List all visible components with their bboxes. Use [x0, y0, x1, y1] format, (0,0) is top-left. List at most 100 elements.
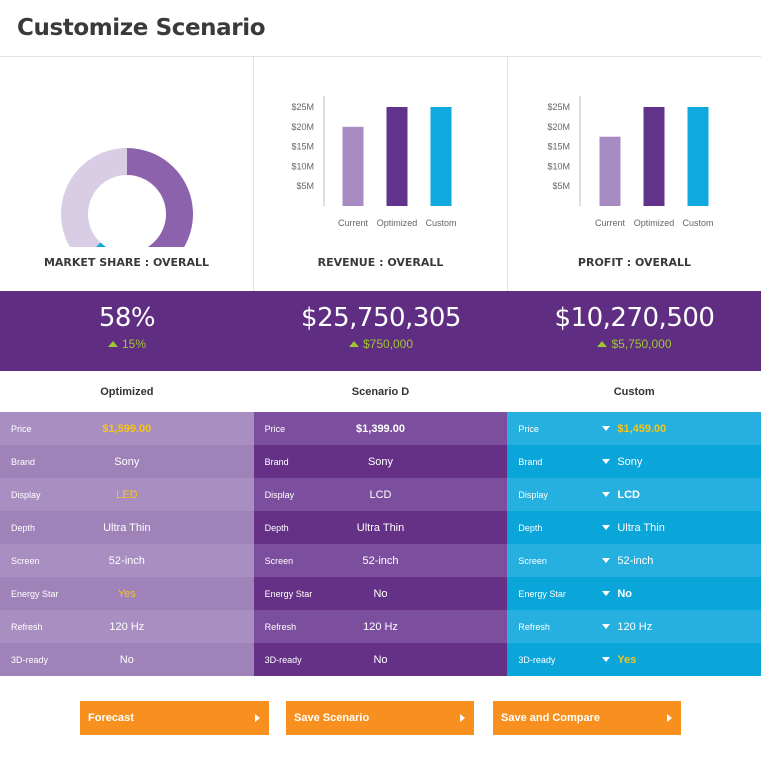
row-value: LED — [116, 488, 138, 501]
charts-row: MARKET SHARE : OVERALL $5M $10M $15M $20M $2… — [0, 57, 761, 291]
row-label: Display — [264, 489, 295, 500]
x-tick-label: Custom — [682, 218, 713, 228]
chevron-down-icon[interactable] — [602, 525, 611, 530]
y-tick-label: $25M — [547, 102, 570, 112]
kpi-band: 58% 15% $25,750,305 $750,000 $10,270,500… — [0, 291, 761, 371]
kpi-revenue: $25,750,305 $750,000 — [254, 291, 508, 371]
custom-price-select[interactable]: Price $1,459.00 — [507, 412, 761, 445]
y-tick-label: $25M — [291, 102, 314, 112]
table-row: Brand Sony — [0, 445, 254, 478]
market-share-panel: MARKET SHARE : OVERALL — [0, 57, 254, 291]
profit-caption: PROFIT : OVERALL — [577, 256, 692, 269]
row-label: Energy Star — [11, 588, 59, 599]
market-share-caption: MARKET SHARE : OVERALL — [43, 256, 210, 269]
row-label: 3D-ready — [518, 654, 556, 665]
row-value[interactable]: Ultra Thin — [617, 521, 665, 534]
column-header: Optimized — [100, 385, 154, 398]
forecast-button[interactable]: Forecast — [80, 701, 269, 735]
kpi-delta-value: 15% — [121, 337, 147, 351]
chevron-down-icon[interactable] — [602, 426, 611, 431]
row-label: Brand — [11, 456, 36, 467]
up-triangle-icon — [348, 341, 359, 347]
row-label: Display — [518, 489, 548, 500]
row-label: Screen — [264, 555, 294, 566]
row-value: No — [373, 653, 388, 666]
y-tick-label: $5M — [552, 181, 570, 191]
chevron-down-icon[interactable] — [602, 591, 611, 596]
chevron-right-icon — [460, 714, 465, 722]
chevron-down-icon[interactable] — [602, 558, 611, 563]
chevron-right-icon — [667, 714, 672, 722]
custom-depth-select[interactable]: Depth Ultra Thin — [507, 511, 761, 544]
row-value: Ultra Thin — [356, 521, 405, 534]
save-scenario-button[interactable]: Save Scenario — [286, 701, 474, 735]
donut-slice-2 — [96, 242, 107, 247]
custom-screen-select[interactable]: Screen 52-inch — [507, 544, 761, 577]
optimized-rows: Price $1,599.00 Brand Sony Display LED Dept… — [0, 412, 254, 676]
row-label: Depth — [518, 522, 543, 533]
table-row: Display LCD — [253, 478, 508, 511]
table-row: Depth Ultra Thin — [0, 511, 254, 544]
row-label: Screen — [518, 555, 547, 566]
table-row: Brand Sony — [253, 445, 508, 478]
save-scenario-button-label: Save Scenario — [294, 712, 370, 724]
revenue-panel: $5M $10M $15M $20M $25M Current Optimized Custo… — [254, 57, 508, 291]
chevron-right-icon — [255, 714, 260, 722]
table-row: Energy Star Yes — [0, 577, 254, 610]
row-value: Ultra Thin — [103, 521, 151, 534]
row-label: Refresh — [518, 621, 550, 632]
y-tick-label: $20M — [291, 122, 314, 132]
row-value[interactable]: LCD — [617, 488, 640, 501]
row-value: No — [119, 653, 134, 666]
row-value[interactable]: 120 Hz — [617, 620, 653, 633]
chevron-down-icon[interactable] — [602, 624, 611, 629]
row-value: $1,399.00 — [356, 422, 405, 435]
row-value[interactable]: $1,459.00 — [617, 422, 667, 435]
y-tick-label: $15M — [291, 142, 314, 152]
row-label: Depth — [264, 522, 289, 533]
up-triangle-icon — [597, 341, 608, 347]
kpi-value: $25,750,305 — [301, 303, 461, 333]
scenario-rows: Price $1,399.00 Brand Sony Display LCD Dept… — [253, 412, 508, 676]
row-value[interactable]: Sony — [617, 455, 643, 468]
row-label: Refresh — [264, 621, 297, 632]
row-label: Energy Star — [518, 588, 566, 599]
custom-brand-select[interactable]: Brand Sony — [507, 445, 761, 478]
row-value: 120 Hz — [109, 620, 145, 633]
chevron-down-icon[interactable] — [602, 459, 611, 464]
y-tick-label: $10M — [291, 161, 314, 171]
kpi-value: 58% — [98, 303, 156, 333]
y-tick-label: $10M — [547, 161, 570, 171]
kpi-profit: $10,270,500 $5,750,000 — [508, 291, 761, 371]
row-value[interactable]: 52-inch — [617, 554, 654, 567]
custom-energy-star-select[interactable]: Energy Star No — [507, 577, 761, 610]
table-row: Refresh 120 Hz — [0, 610, 254, 643]
row-value: Sony — [114, 455, 140, 468]
scenario-comparison-grid: Optimized Price $1,599.00 Brand Sony Displ… — [0, 371, 761, 676]
y-tick-label: $15M — [547, 142, 570, 152]
row-label: Brand — [518, 456, 543, 467]
row-value: 52-inch — [362, 554, 399, 567]
row-value[interactable]: Yes — [617, 653, 637, 666]
custom-display-select[interactable]: Display LCD — [507, 478, 761, 511]
save-and-compare-button[interactable]: Save and Compare — [493, 701, 681, 735]
custom-3d-ready-select[interactable]: 3D-ready Yes — [507, 643, 761, 676]
row-label: Brand — [264, 456, 289, 467]
revenue-bar-chart: $5M $10M $15M $20M $25M Current Optimized Custo… — [291, 96, 457, 228]
custom-rows: Price $1,459.00 Brand Sony Display LCD Dept… — [507, 412, 761, 676]
save-and-compare-button-label: Save and Compare — [501, 712, 601, 724]
row-value[interactable]: No — [617, 587, 633, 600]
custom-refresh-select[interactable]: Refresh 120 Hz — [507, 610, 761, 643]
kpi-delta-value: $5,750,000 — [611, 337, 672, 351]
y-tick-label: $5M — [296, 181, 314, 191]
row-label: Screen — [11, 555, 40, 566]
chevron-down-icon[interactable] — [602, 657, 611, 662]
row-label: 3D-ready — [264, 654, 302, 665]
kpi-delta-value: $750,000 — [362, 337, 414, 351]
row-value: Yes — [117, 587, 136, 600]
forecast-button-label: Forecast — [88, 712, 134, 724]
bar-custom — [687, 107, 709, 206]
row-label: Refresh — [11, 621, 43, 632]
row-label: Display — [11, 489, 41, 500]
chevron-down-icon[interactable] — [602, 492, 611, 497]
